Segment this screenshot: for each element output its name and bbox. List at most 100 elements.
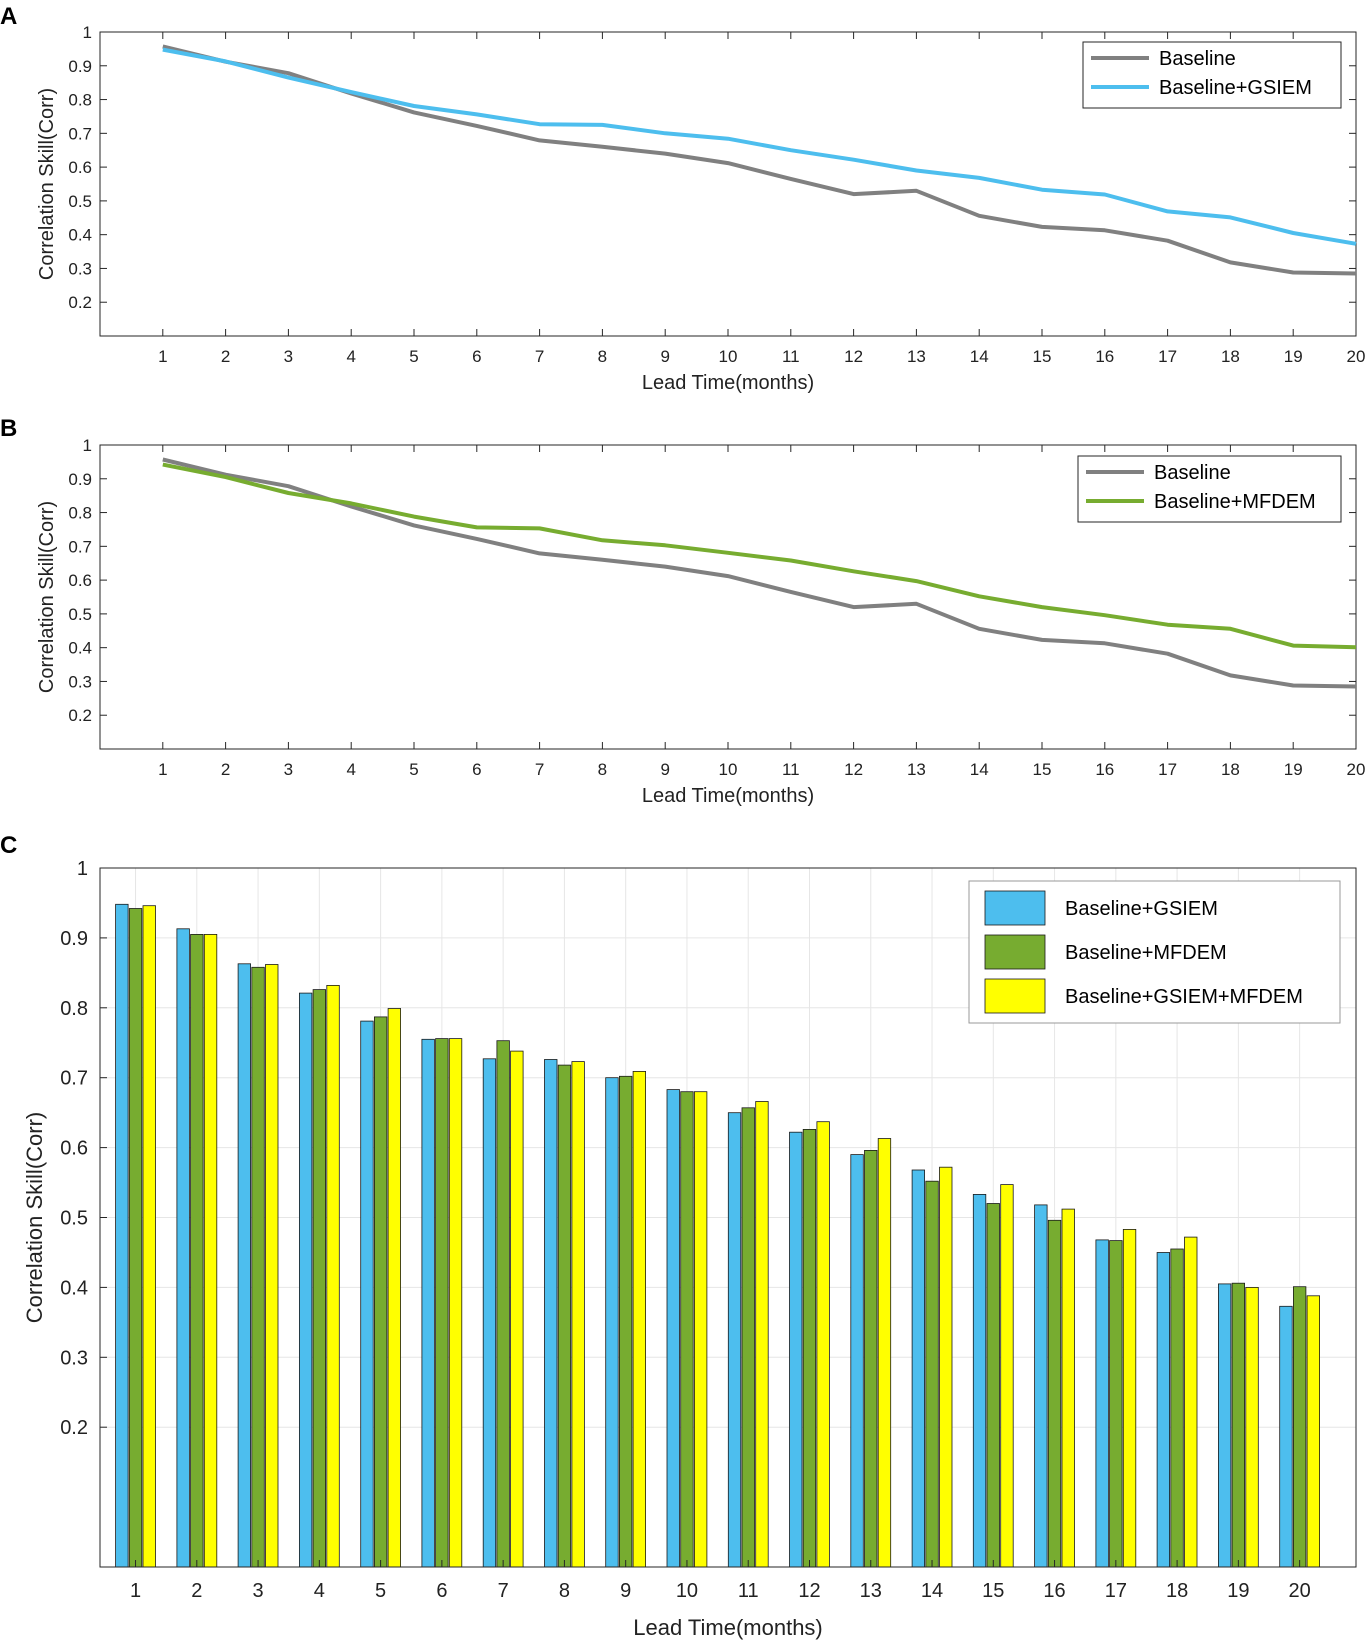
bar-baseline-gsiem-mfdem <box>632 1071 646 1568</box>
x-axis-label: Lead Time(months) <box>642 372 814 394</box>
bar-baseline-gsiem-mfdem <box>1000 1184 1014 1568</box>
panel-letter-b: B <box>0 415 17 442</box>
legend-box <box>1082 41 1342 109</box>
x-tick-label: 3 <box>284 347 293 366</box>
y-tick-label: 0.2 <box>68 706 92 725</box>
bar-baseline-mfdem <box>986 1203 1000 1568</box>
bar-baseline-gsiem-mfdem <box>326 985 340 1568</box>
x-tick-label: 8 <box>598 760 607 779</box>
bar-baseline-gsiem-mfdem <box>265 964 279 1568</box>
x-tick-label: 6 <box>472 760 481 779</box>
x-tick-label: 10 <box>719 760 738 779</box>
x-tick-label: 3 <box>284 760 293 779</box>
x-tick-label: 16 <box>1095 760 1114 779</box>
bar-baseline-gsiem-mfdem <box>877 1138 892 1568</box>
bar-baseline-gsiem <box>850 1154 864 1568</box>
y-tick-label: 1 <box>83 23 92 42</box>
x-tick-label: 2 <box>221 760 230 779</box>
legend-label: Baseline+GSIEM <box>1159 77 1312 99</box>
bar-baseline-gsiem <box>1218 1283 1232 1568</box>
x-tick-label: 5 <box>409 760 418 779</box>
x-tick-label: 17 <box>1158 760 1177 779</box>
x-tick-label: 9 <box>620 1580 631 1602</box>
bar-baseline-mfdem <box>557 1064 572 1568</box>
bar-baseline-mfdem <box>312 989 327 1568</box>
bar-baseline-gsiem <box>789 1131 803 1568</box>
y-tick-label: 0.6 <box>60 1138 88 1160</box>
y-tick-label: 0.4 <box>68 639 92 658</box>
bar-baseline-gsiem-mfdem <box>939 1166 953 1568</box>
x-tick-label: 6 <box>436 1580 447 1602</box>
bar-baseline-gsiem <box>482 1058 497 1568</box>
bar-baseline-gsiem <box>666 1089 680 1568</box>
bar-baseline-gsiem-mfdem <box>1306 1295 1320 1568</box>
bar-baseline-gsiem <box>544 1059 558 1568</box>
x-tick-label: 12 <box>844 347 863 366</box>
panel-b-chart: 1 2 3 4 5 6 7 8 9 10 11 12 13 14 15 16 17 18 19 2010.90.80.… <box>36 436 1365 807</box>
x-tick-label: 13 <box>907 347 926 366</box>
bar-baseline-gsiem-mfdem <box>142 905 156 1568</box>
x-tick-label: 15 <box>982 1580 1004 1602</box>
bar-baseline-gsiem-mfdem <box>755 1101 769 1568</box>
bar-baseline-mfdem <box>1293 1286 1307 1568</box>
y-tick-label: 0.5 <box>60 1208 88 1230</box>
legend-label: Baseline <box>1154 462 1231 484</box>
series-line-baseline <box>162 457 1357 689</box>
y-tick-label: 0.8 <box>68 504 92 523</box>
x-tick-label: 7 <box>498 1580 509 1602</box>
y-tick-label: 0.4 <box>60 1277 88 1299</box>
x-tick-label: 15 <box>1033 347 1052 366</box>
bar-baseline-gsiem <box>176 928 190 1568</box>
y-tick-label: 0.3 <box>68 259 92 278</box>
bar-baseline-mfdem <box>1231 1282 1245 1568</box>
bar-baseline-gsiem <box>605 1077 619 1568</box>
x-tick-label: 16 <box>1095 347 1114 366</box>
legend-swatch <box>984 934 1046 970</box>
x-tick-label: 20 <box>1289 1580 1311 1602</box>
bar-baseline-gsiem <box>421 1038 435 1568</box>
bar-baseline-gsiem-mfdem <box>1184 1236 1198 1568</box>
y-tick-label: 0.7 <box>60 1068 88 1090</box>
x-tick-label: 19 <box>1284 760 1303 779</box>
bar-baseline-gsiem <box>298 992 313 1568</box>
x-tick-label: 10 <box>676 1580 698 1602</box>
x-tick-label: 9 <box>660 347 669 366</box>
panel-a-chart: 1 2 3 4 5 6 7 8 9 10 11 12 13 14 15 16 17 18 19 2010.90.80.… <box>36 23 1365 394</box>
y-tick-label: 0.2 <box>60 1417 88 1439</box>
y-tick-label: 0.3 <box>68 672 92 691</box>
x-tick-label: 12 <box>844 760 863 779</box>
panel-c-chart: 1 2 3 4 5 6 7 8 9 10 11 12 13 14 15 16 17 18 19 2010.90.80.… <box>22 858 1357 1640</box>
bar-baseline-mfdem <box>1109 1240 1123 1568</box>
x-tick-label: 15 <box>1033 760 1052 779</box>
bar-baseline-mfdem <box>251 966 265 1568</box>
x-tick-label: 11 <box>738 1580 759 1602</box>
y-tick-label: 0.5 <box>68 605 92 624</box>
bar-baseline-gsiem-mfdem <box>694 1091 708 1568</box>
y-tick-label: 0.6 <box>68 158 92 177</box>
series-line-baseline-mfdem <box>162 462 1357 650</box>
y-tick-label: 0.4 <box>68 226 92 245</box>
x-tick-label: 7 <box>535 347 544 366</box>
x-tick-label: 20 <box>1347 760 1366 779</box>
y-axis-label: Correlation Skill(Corr) <box>36 501 58 693</box>
bar-baseline-gsiem <box>1095 1239 1109 1568</box>
x-tick-label: 4 <box>314 1580 325 1602</box>
bar-baseline-mfdem <box>925 1180 939 1568</box>
bar-baseline-mfdem <box>373 1016 388 1568</box>
legend-label: Baseline+MFDEM <box>1065 942 1227 964</box>
bar-baseline-gsiem-mfdem <box>1122 1229 1137 1568</box>
series-line-baseline-gsiem <box>162 47 1357 246</box>
y-tick-label: 0.7 <box>68 537 92 556</box>
x-tick-label: 7 <box>535 760 544 779</box>
legend-label: Baseline <box>1159 48 1236 70</box>
y-tick-label: 0.9 <box>68 57 92 76</box>
y-axis-label: Correlation Skill(Corr) <box>22 1112 47 1323</box>
bar-baseline-mfdem <box>680 1091 694 1568</box>
y-axis-label: Correlation Skill(Corr) <box>36 88 58 280</box>
x-tick-label: 11 <box>782 347 800 366</box>
legend-label: Baseline+MFDEM <box>1154 491 1316 513</box>
x-tick-label: 13 <box>907 760 926 779</box>
bar-baseline-mfdem <box>1170 1248 1184 1568</box>
x-tick-label: 14 <box>970 347 989 366</box>
